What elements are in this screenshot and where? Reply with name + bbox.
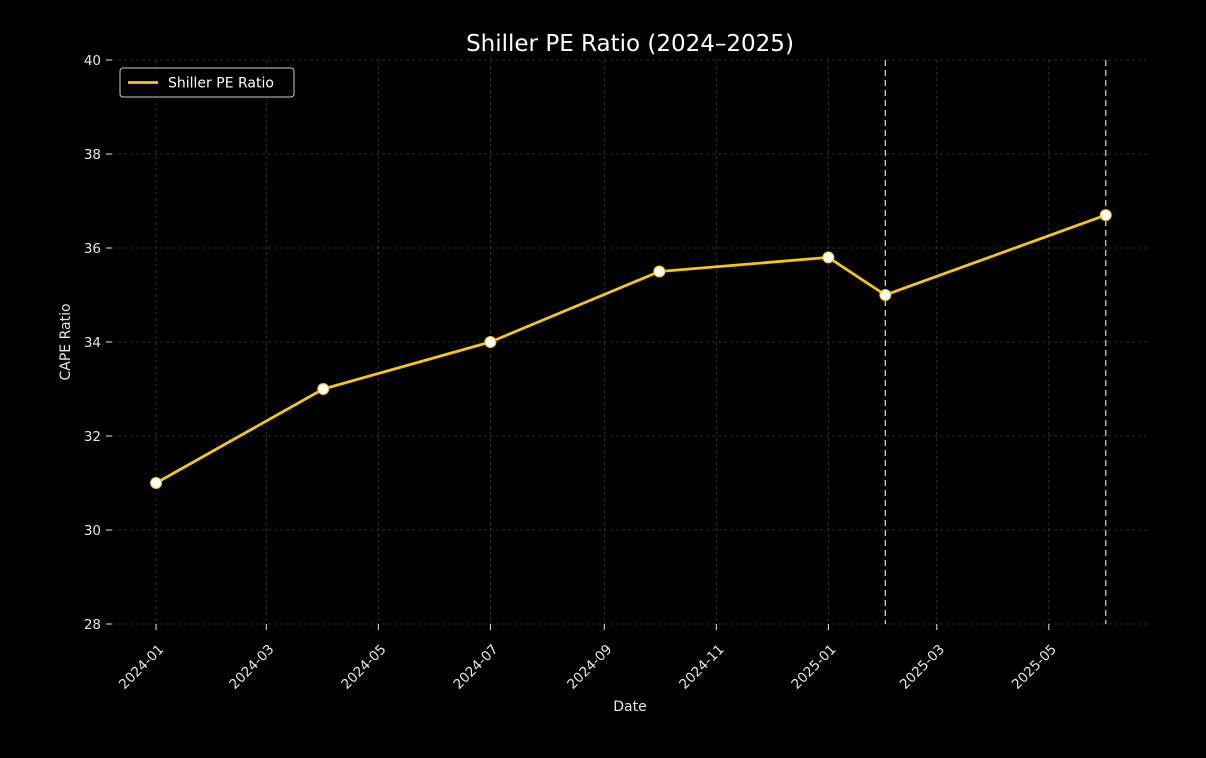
data-point — [1099, 209, 1112, 222]
y-tick-label: 40 — [84, 53, 101, 69]
data-point — [879, 289, 892, 301]
x-tick-label: 2024-11 — [676, 642, 727, 693]
y-tick-label: 30 — [84, 523, 101, 539]
data-point — [484, 336, 497, 348]
y-tick-label: 34 — [84, 335, 101, 351]
axes: 28 30 32 34 36 38 40 2024-01 2024-03 2024-05 2024-… — [84, 53, 1060, 693]
y-axis-label: CAPE Ratio — [58, 303, 74, 380]
legend-box — [119, 67, 295, 98]
data-point — [822, 251, 835, 264]
reference-lines — [884, 60, 1107, 624]
legend: Shiller PE Ratio — [119, 67, 295, 98]
data-point — [317, 383, 330, 395]
chart-title: Shiller PE Ratio (2024–2025) — [466, 31, 794, 57]
x-tick-label: 2025-05 — [1009, 642, 1060, 693]
data-point — [150, 477, 163, 489]
y-tick-label: 32 — [84, 429, 101, 445]
series — [150, 209, 1112, 489]
y-tick-label: 28 — [84, 617, 101, 633]
x-tick-label: 2024-01 — [116, 642, 167, 693]
x-axis-label: Date — [613, 699, 646, 715]
x-tick-label: 2024-05 — [338, 642, 389, 693]
y-tick-label: 36 — [84, 241, 101, 257]
legend-entry-label: Shiller PE Ratio — [168, 76, 274, 92]
grid — [112, 59, 1148, 625]
x-tick-label: 2025-03 — [897, 642, 948, 693]
series-line — [154, 213, 1108, 485]
x-tick-label: 2024-09 — [564, 642, 615, 693]
y-tick-label: 38 — [84, 147, 101, 163]
data-point — [653, 265, 666, 278]
x-tick-label: 2025-01 — [788, 642, 839, 693]
x-tick-label: 2024-03 — [226, 642, 277, 693]
x-tick-label: 2024-07 — [450, 642, 501, 693]
